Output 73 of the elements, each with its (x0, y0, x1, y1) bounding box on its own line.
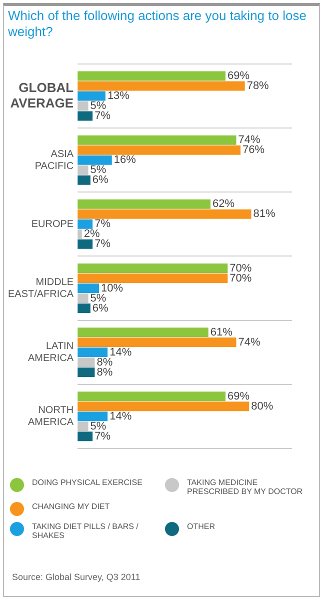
bar (78, 135, 236, 145)
bar (78, 81, 245, 91)
bar (78, 348, 108, 358)
data-label: 69% (228, 70, 250, 82)
bar (78, 145, 241, 155)
data-label: 10% (101, 282, 124, 294)
y-tick-label: GLOBAL AVERAGE (10, 80, 74, 110)
bar (78, 219, 93, 229)
source-note: Source: Global Survey, Q3 2011 (12, 572, 140, 582)
bar (78, 368, 95, 378)
data-label: 5% (90, 100, 106, 112)
bar (78, 71, 226, 81)
bar (78, 175, 90, 185)
data-label: 80% (251, 400, 274, 412)
data-label: 62% (212, 198, 235, 210)
data-label: 74% (238, 336, 260, 348)
data-label: 14% (110, 346, 132, 358)
data-label: 5% (90, 420, 106, 432)
data-label: 13% (107, 90, 130, 102)
bar (78, 422, 88, 432)
chart-title: Which of the following actions are you taking to lose weight? (8, 8, 308, 40)
bar (78, 328, 208, 338)
bar (78, 155, 112, 165)
bar (78, 338, 236, 348)
data-label: 7% (94, 218, 111, 230)
bar (78, 273, 228, 283)
bar (78, 303, 90, 313)
data-label: 8% (96, 366, 113, 378)
bar (78, 432, 93, 442)
bar (78, 91, 106, 101)
data-label: 70% (230, 262, 252, 274)
data-label: 74% (238, 134, 260, 146)
data-label: 69% (228, 390, 250, 402)
data-label: 5% (90, 292, 106, 304)
y-tick-label: EUROPE (31, 218, 74, 230)
legend-label: TAKING MEDICINE PRESCRIBED BY MY DOCTOR (187, 478, 304, 496)
data-label: 7% (94, 110, 111, 122)
bar (78, 101, 88, 111)
data-label: 8% (96, 356, 113, 368)
data-label: 16% (114, 154, 136, 166)
bar (78, 239, 93, 249)
data-label: 2% (84, 228, 100, 240)
bar (78, 165, 88, 175)
bar (78, 229, 82, 239)
data-label: 6% (92, 302, 109, 314)
legend-label: TAKING DIET PILLS / BARS / SHAKES (32, 522, 140, 540)
bar (78, 412, 108, 422)
data-label: 5% (90, 164, 106, 176)
bar (78, 263, 228, 273)
data-label: 61% (210, 326, 233, 338)
bar (78, 283, 100, 293)
legend-label: DOING PHYSICAL EXERCISE (32, 478, 142, 487)
legend-label: OTHER (187, 522, 215, 531)
data-label: 78% (246, 80, 270, 92)
y-tick-label: NORTH AMERICA (28, 405, 74, 428)
data-label: 76% (242, 144, 265, 156)
legend-label: CHANGING MY DIET (32, 502, 110, 511)
bar (78, 199, 211, 209)
y-tick-label: ASIA PACIFIC (34, 148, 74, 172)
data-label: 70% (230, 272, 252, 284)
y-tick-label: MIDDLE EAST/AFRICA (8, 276, 74, 300)
data-label: 7% (94, 430, 111, 442)
bar (78, 392, 226, 402)
bar (78, 209, 252, 219)
data-label: 7% (94, 238, 111, 250)
bar (78, 111, 93, 121)
data-label: 81% (253, 208, 276, 220)
bar (78, 402, 250, 412)
y-tick-label: LATIN AMERICA (28, 341, 74, 364)
bar (78, 293, 88, 303)
data-label: 6% (92, 174, 109, 186)
bar (78, 358, 95, 368)
data-label: 14% (110, 410, 132, 422)
